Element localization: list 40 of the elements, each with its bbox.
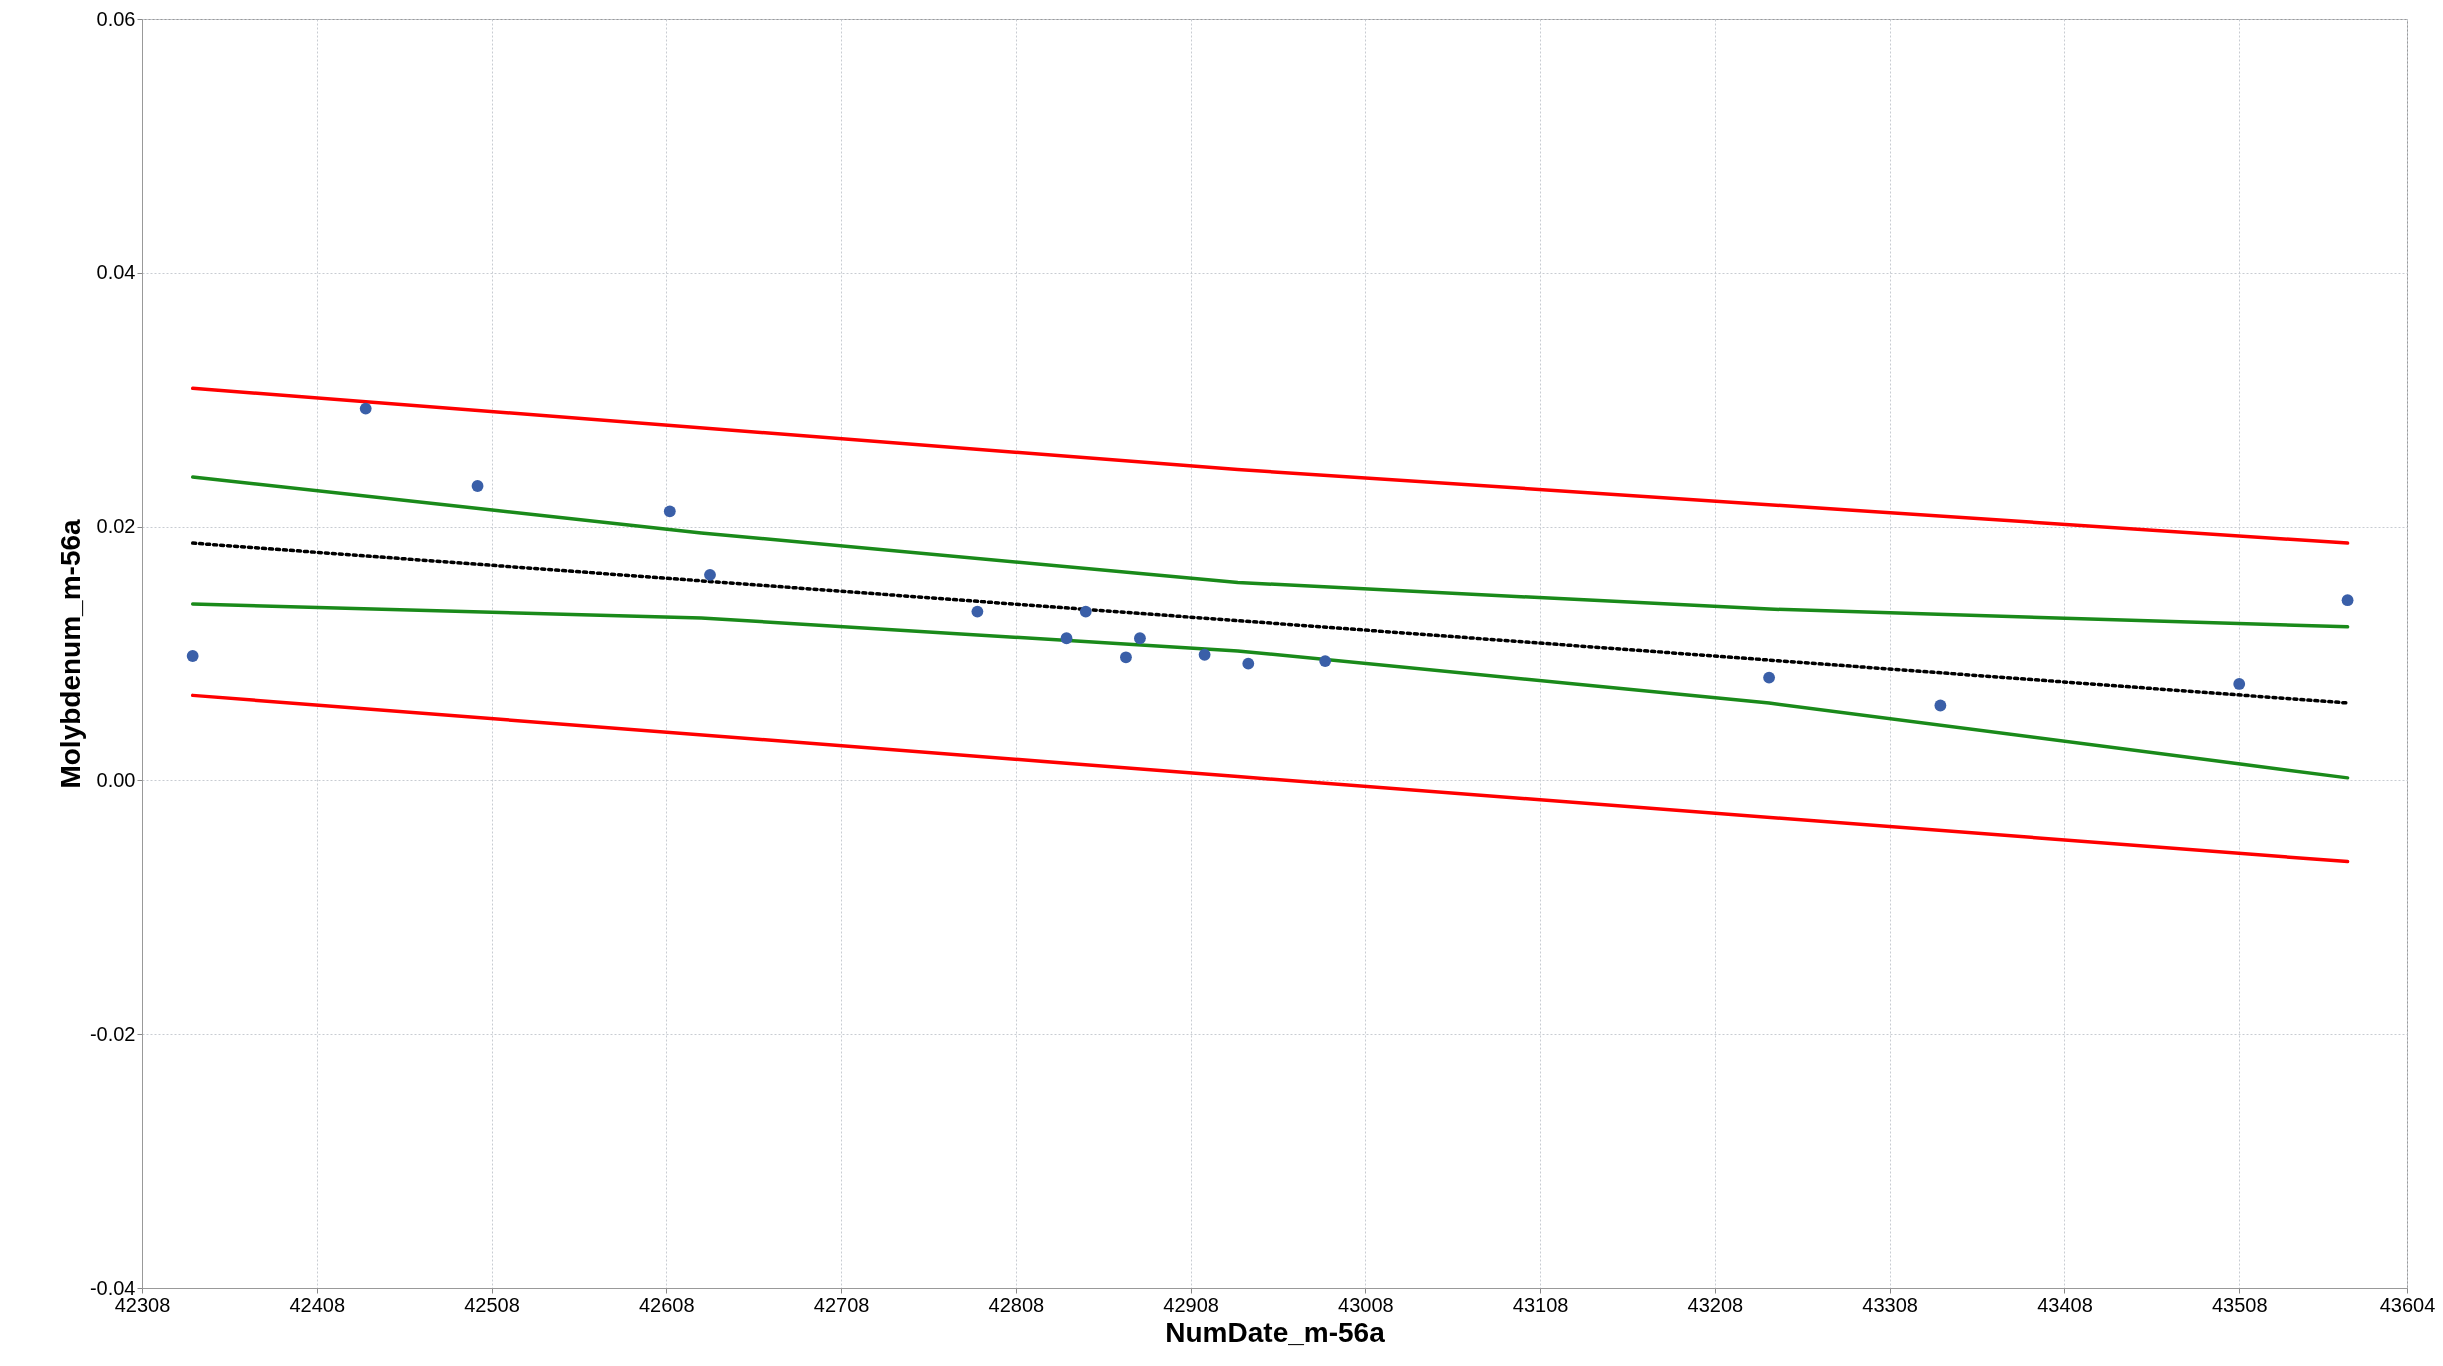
x-tick-label: 43508 xyxy=(2211,1293,2268,1316)
point xyxy=(704,568,716,581)
point xyxy=(359,402,372,415)
point xyxy=(2341,594,2354,607)
point xyxy=(1060,632,1073,645)
y-tick-label: 0.00 xyxy=(96,768,136,791)
x-tick-label: 43308 xyxy=(1862,1293,1918,1316)
y-tick-label: 0.02 xyxy=(96,515,136,538)
point xyxy=(1242,657,1255,670)
x-tick-label: 43208 xyxy=(1687,1293,1744,1316)
x-axis-title: NumDate_m-56a xyxy=(1165,1316,1386,1348)
point xyxy=(1319,655,1332,668)
point xyxy=(1763,671,1776,684)
x-tick-label: 43604 xyxy=(2379,1293,2436,1316)
y-tick-label: -0.04 xyxy=(89,1276,136,1299)
point xyxy=(1134,632,1146,645)
point xyxy=(1934,699,1947,712)
y-tick-label: 0.04 xyxy=(96,261,136,284)
point xyxy=(1079,605,1092,618)
y-tick-label: 0.06 xyxy=(96,7,136,30)
point xyxy=(2233,678,2246,690)
x-tick-label: 42808 xyxy=(988,1293,1045,1316)
point xyxy=(971,605,984,618)
x-tick-label: 42708 xyxy=(813,1293,870,1316)
x-tick-label: 42908 xyxy=(1163,1293,1219,1316)
x-tick-label: 43108 xyxy=(1512,1293,1569,1316)
x-tick-label: 42608 xyxy=(638,1293,695,1316)
x-tick-label: 42508 xyxy=(464,1293,520,1316)
point xyxy=(1120,651,1132,664)
point xyxy=(471,480,484,492)
point xyxy=(186,650,199,662)
point xyxy=(663,505,676,518)
line-series xyxy=(190,602,2350,780)
x-tick-label: 43008 xyxy=(1338,1293,1394,1316)
y-tick-label: -0.02 xyxy=(89,1022,136,1045)
x-tick-label: 42408 xyxy=(289,1293,346,1316)
point xyxy=(1198,648,1211,661)
line-series xyxy=(190,475,2350,629)
y-axis-title: Molybdenum_m-56a xyxy=(54,518,86,789)
x-tick-label: 43408 xyxy=(2037,1293,2093,1316)
